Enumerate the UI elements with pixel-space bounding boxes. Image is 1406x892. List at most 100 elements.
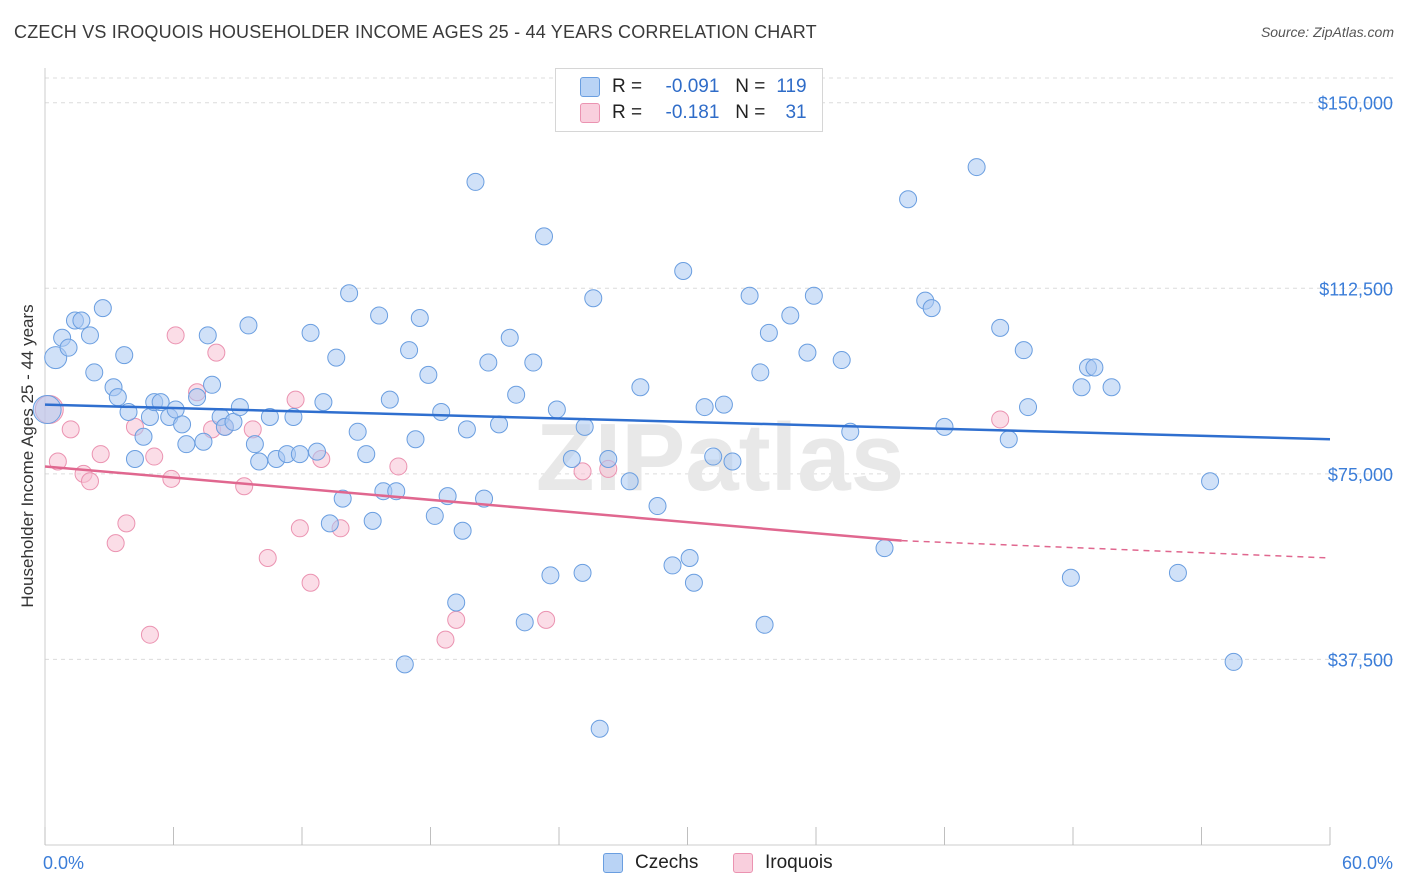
iroquois-point [447, 610, 466, 629]
czechs-point [425, 506, 444, 525]
czechs-point [535, 227, 554, 246]
iroquois-point [48, 452, 67, 471]
czechs-point [740, 286, 759, 305]
czechs-point [1102, 378, 1121, 397]
czechs-point [714, 395, 733, 414]
czechs-point [935, 417, 954, 436]
czechs-point [410, 308, 429, 327]
czechs-point [419, 365, 438, 384]
iroquois-point [258, 548, 277, 567]
czechs-point [999, 430, 1018, 449]
iroquois-point [991, 410, 1010, 429]
czechs-point [648, 497, 667, 516]
czechs-point [194, 432, 213, 451]
iroquois-point [106, 534, 125, 553]
x-tick-label: 0.0% [43, 853, 84, 873]
czechs-point [599, 450, 618, 469]
iroquois-point [91, 445, 110, 464]
y-tick-label: $75,000 [1328, 465, 1393, 485]
czechs-point [704, 447, 723, 466]
source-credit: Source: ZipAtlas.com [1260, 24, 1394, 40]
czechs-point [32, 395, 62, 425]
czechs-point [781, 306, 800, 325]
legend-label-czechs: Czechs [635, 852, 699, 873]
czechs-trend-line [44, 403, 1331, 441]
czechs-point [395, 655, 414, 674]
czechs-point [284, 407, 303, 426]
czechs-point [357, 445, 376, 464]
czechs-point [307, 442, 326, 461]
czechs-point [340, 284, 359, 303]
czechs-point [798, 343, 817, 362]
czechs-point [562, 450, 581, 469]
y-tick-label: $150,000 [1318, 94, 1393, 114]
czechs-point [575, 417, 594, 436]
czechs-point [541, 566, 560, 585]
czechs-point [80, 326, 99, 345]
n-value: 119 [776, 76, 807, 97]
czechs-point [755, 615, 774, 634]
czechs-point [899, 190, 918, 209]
iroquois-point [61, 420, 80, 439]
czechs-point [327, 348, 346, 367]
czechs-point [314, 393, 333, 412]
czechs-point [875, 539, 894, 558]
czechs-point [260, 407, 279, 426]
czechs-point [301, 323, 320, 342]
legend-item-iroquois: Iroquois [733, 852, 833, 874]
r-label: R = [612, 76, 643, 97]
iroquois-swatch [733, 853, 753, 873]
czechs-point [188, 388, 207, 407]
czechs-point [59, 338, 78, 357]
grid-lines [45, 77, 1395, 660]
iroquois-point [243, 420, 262, 439]
n-label: N = [735, 76, 766, 97]
iroquois-swatch [580, 103, 600, 123]
czechs-point [370, 306, 389, 325]
czechs-point [108, 388, 127, 407]
czechs-point [115, 346, 134, 365]
iroquois-trend-extension [901, 539, 1331, 559]
czechs-point [663, 556, 682, 575]
r-label: R = [612, 102, 643, 123]
n-label: N = [735, 102, 766, 123]
czechs-point [348, 422, 367, 441]
y-axis-label: Householder Income Ages 25 - 44 years [18, 304, 37, 607]
czechs-point [453, 521, 472, 540]
iroquois-point [290, 519, 309, 538]
czechs-point [515, 613, 534, 632]
czechs-point [1019, 398, 1038, 417]
czechs-point [684, 573, 703, 592]
czechs-point [1014, 341, 1033, 360]
czechs-point [134, 427, 153, 446]
czechs-point [203, 375, 222, 394]
czechs-point [475, 489, 494, 508]
czechs-point [1168, 563, 1187, 582]
czechs-point [500, 328, 519, 347]
iroquois-point [286, 390, 305, 409]
czechs-point [230, 398, 249, 417]
czechs-point [490, 415, 509, 434]
czechs-point [140, 407, 159, 426]
czechs-point [245, 435, 264, 454]
czechs-point [479, 353, 498, 372]
czechs-point [680, 548, 699, 567]
czechs-point [631, 378, 650, 397]
czechs-point [1061, 568, 1080, 587]
iroquois-point [235, 477, 254, 496]
czechs-point [333, 489, 352, 508]
iroquois-trend-line [44, 465, 902, 542]
chart-title: CZECH VS IROQUOIS HOUSEHOLDER INCOME AGE… [14, 22, 817, 42]
czechs-point [380, 390, 399, 409]
czechs-point [125, 450, 144, 469]
czechs-point [759, 323, 778, 342]
legend-row-iroquois: R = -0.181 N = 31 [580, 101, 807, 125]
czechs-point [447, 593, 466, 612]
iroquois-point [166, 326, 185, 345]
czechs-point [432, 403, 451, 422]
czechs-point [457, 420, 476, 439]
legend-label-iroquois: Iroquois [765, 852, 833, 873]
czechs-point [1224, 652, 1243, 671]
iroquois-point [537, 610, 556, 629]
